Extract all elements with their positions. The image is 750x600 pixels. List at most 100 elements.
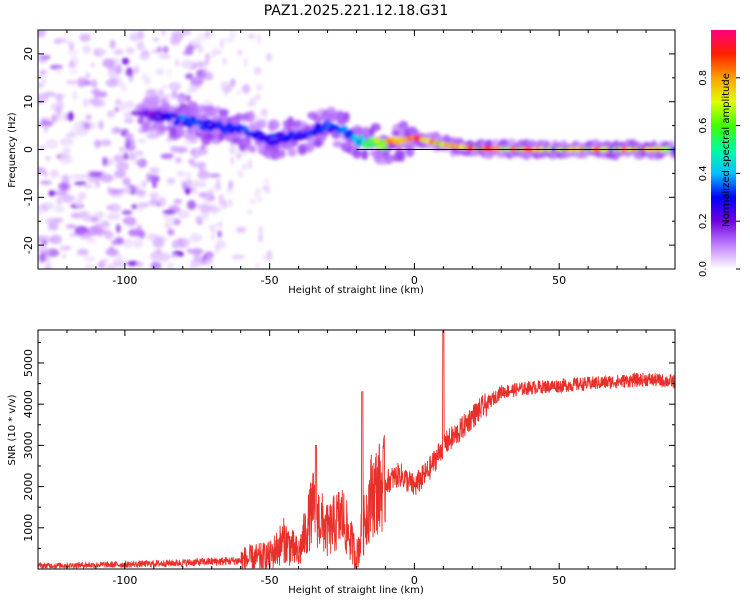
spectral-blob — [137, 189, 146, 196]
spectral-blob — [132, 238, 144, 249]
spectral-blob — [43, 91, 56, 97]
spectral-blob — [261, 108, 269, 118]
x-tick-label: -50 — [261, 274, 279, 287]
spectral-blob — [129, 32, 141, 42]
spectral-blob — [123, 111, 134, 119]
spectral-blob — [116, 223, 121, 234]
spectral-blob — [134, 159, 146, 166]
spectral-blob — [236, 90, 241, 96]
spectral-blob — [137, 202, 150, 208]
spectral-blob — [394, 149, 406, 157]
spectral-blob — [124, 132, 134, 140]
spectral-blob — [211, 224, 217, 236]
spectral-blob — [227, 185, 232, 195]
spectral-blob — [41, 69, 48, 76]
spectral-blob — [98, 120, 104, 130]
spectral-blob — [184, 45, 194, 55]
spectral-blob — [206, 189, 214, 202]
snr-y-ticks: 1000 2000 3000 4000 5000 — [22, 341, 675, 570]
spectral-blob — [49, 169, 59, 179]
spectral-blob — [185, 73, 194, 80]
snr-x-label: Height of straight line (km) — [288, 585, 424, 596]
spectral-blob — [242, 125, 249, 131]
spectral-blob — [59, 137, 74, 146]
spectral-blob — [241, 83, 251, 94]
spectral-blob — [156, 46, 162, 53]
spectrogram-y-ticks: -20 -10 0 10 20 — [22, 29, 675, 270]
figure-title: PAZ1.2025.221.12.18.G31 — [264, 3, 449, 19]
spectral-blob — [579, 150, 589, 159]
spectral-blob — [128, 151, 137, 161]
colorbar-label: Normalized spectral amplitude — [721, 73, 732, 227]
spectral-blob — [38, 166, 45, 175]
spectral-blob — [45, 255, 51, 266]
spectral-blob — [48, 190, 56, 197]
spectral-blob — [49, 65, 63, 70]
spectral-blob — [186, 248, 192, 254]
spectral-blob — [152, 181, 157, 189]
spectral-blob — [305, 142, 316, 149]
spectral-blob — [186, 88, 198, 93]
spectral-blob — [216, 207, 222, 212]
spectral-blob — [91, 79, 98, 89]
spectral-blob — [159, 197, 167, 207]
spectral-blob — [191, 186, 197, 195]
spectral-blob — [126, 260, 140, 267]
spectral-blob — [85, 114, 92, 121]
spectral-blob — [100, 173, 113, 183]
x-tick-label: 50 — [552, 274, 566, 287]
spectral-blob — [153, 116, 160, 122]
x-tick-label: 0 — [411, 574, 418, 587]
spectral-blob — [195, 33, 207, 43]
spectral-blob — [39, 145, 46, 150]
spectral-blob — [54, 190, 68, 196]
spectral-blob — [287, 147, 297, 157]
spectral-blob — [136, 261, 144, 268]
spectral-blob — [269, 133, 277, 139]
spectral-blob — [61, 174, 70, 184]
spectral-blob — [42, 240, 47, 245]
spectral-blob — [270, 149, 281, 161]
spectral-blob — [67, 62, 78, 68]
spectral-blob — [55, 106, 62, 117]
spectral-blob — [348, 130, 355, 136]
spectral-blob — [229, 78, 236, 87]
spectral-blob — [38, 30, 46, 38]
y-tick-label: 4000 — [22, 390, 35, 418]
spectral-blob — [182, 30, 191, 36]
spectral-blob — [214, 46, 218, 54]
spectral-blob — [117, 77, 124, 88]
spectral-blob — [177, 96, 186, 104]
spectral-blob — [157, 252, 170, 262]
spectral-blob — [83, 256, 97, 262]
spectral-blob — [205, 53, 211, 62]
spectral-blob — [72, 90, 77, 101]
spectral-blob — [166, 105, 177, 113]
spectral-blob — [86, 226, 100, 237]
spectral-blob — [215, 178, 221, 191]
spectral-blob — [106, 110, 116, 119]
spectral-blob — [100, 139, 112, 147]
spectral-blob — [177, 126, 184, 137]
x-tick-label: -100 — [112, 574, 137, 587]
spectral-blob — [363, 126, 370, 135]
spectral-blob — [114, 253, 123, 263]
spectral-blob — [193, 152, 199, 159]
spectral-blob — [114, 106, 120, 113]
spectral-blob — [193, 179, 198, 189]
spectral-blob — [162, 83, 167, 90]
spectral-blob — [483, 140, 494, 148]
spectral-blob — [67, 111, 74, 122]
spectral-blob — [122, 177, 131, 186]
spectral-blob — [150, 261, 162, 269]
spectral-blob — [159, 125, 168, 132]
spectral-blob — [199, 203, 212, 214]
spectral-blob — [120, 102, 126, 112]
spectral-blob — [197, 44, 204, 54]
spectral-blob — [167, 67, 172, 78]
spectral-blob — [49, 221, 59, 231]
spectral-blob — [43, 124, 49, 134]
spectral-blob — [56, 67, 62, 75]
spectral-blob — [65, 224, 77, 229]
